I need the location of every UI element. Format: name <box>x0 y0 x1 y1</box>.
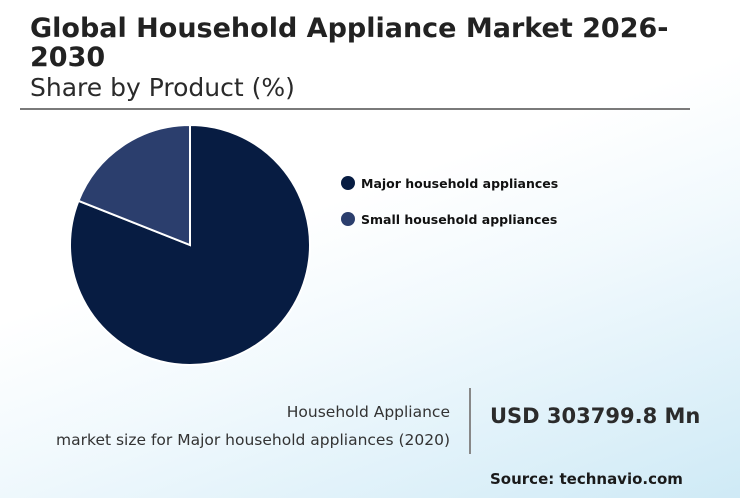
legend-item-major: Major household appliances <box>341 175 558 191</box>
market-size-label-line1: Household Appliance <box>286 403 450 421</box>
market-size-label: Household Appliance market size for Majo… <box>56 398 450 454</box>
pie-slice-small <box>77 123 191 247</box>
market-size-value: USD 303799.8 Mn <box>490 404 701 428</box>
pie-slice-major <box>69 123 311 366</box>
chart-subtitle: Share by Product (%) <box>30 73 295 102</box>
header-divider <box>20 108 690 110</box>
legend-item-small: Small household appliances <box>341 211 558 227</box>
legend-label-small: Small household appliances <box>361 211 558 227</box>
legend-label-major: Major household appliances <box>361 175 559 191</box>
market-size-label-line2: market size for Major household applianc… <box>56 431 450 449</box>
legend: Major household appliances Small househo… <box>341 175 558 247</box>
source-credit: Source: technavio.com <box>490 470 683 488</box>
legend-swatch-major <box>341 176 355 190</box>
stat-divider <box>469 388 471 454</box>
legend-swatch-small <box>341 212 355 226</box>
chart-title: Global Household Appliance Market 2026-2… <box>30 13 669 73</box>
